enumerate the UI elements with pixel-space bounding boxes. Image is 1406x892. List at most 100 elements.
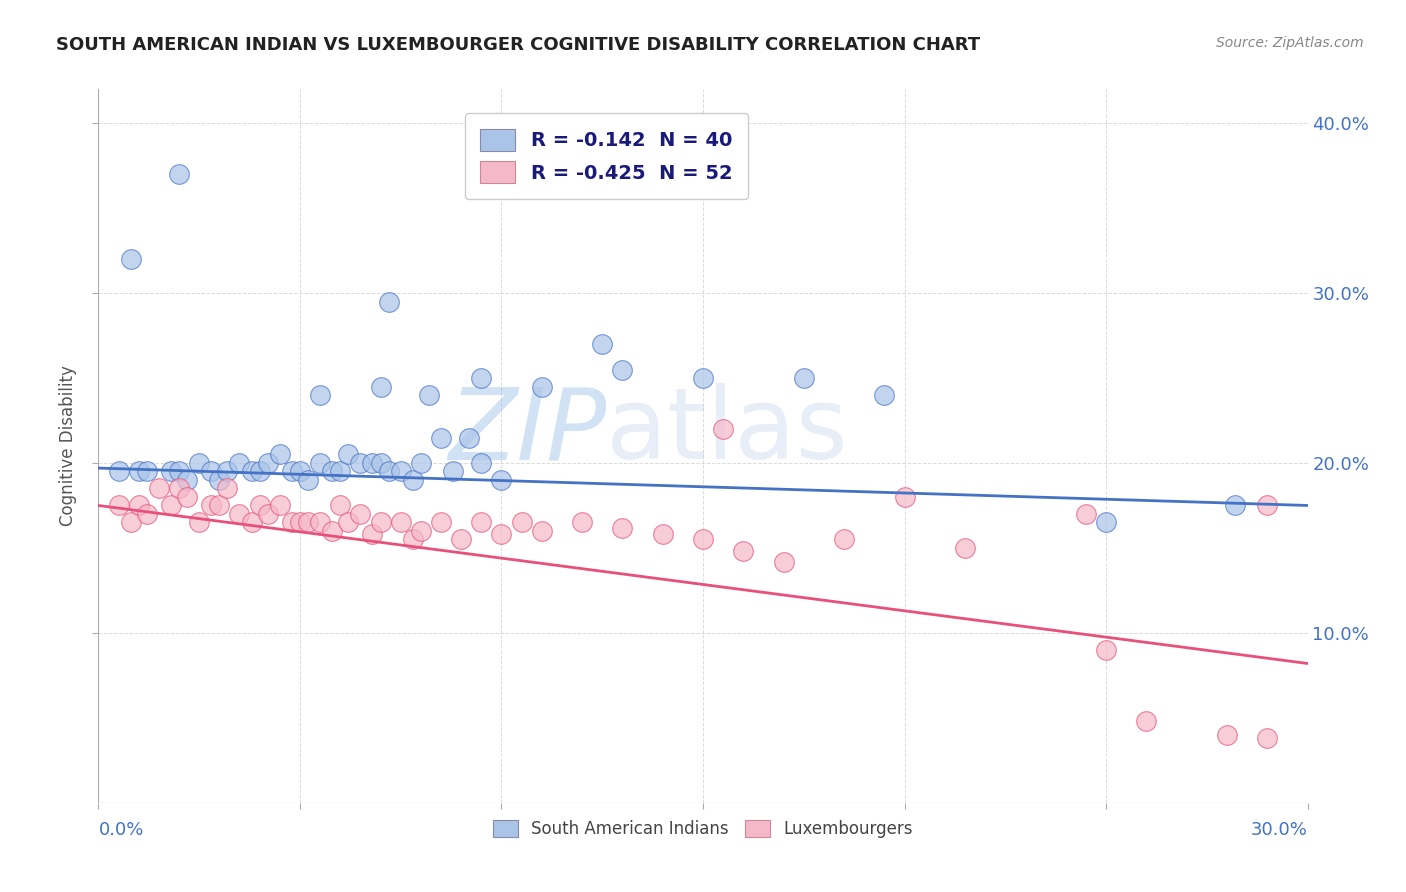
Point [349, 507, 371, 521]
Point [612, 362, 634, 376]
Point [491, 473, 513, 487]
Point [377, 465, 399, 479]
Point [200, 465, 222, 479]
Point [1256, 731, 1278, 746]
Point [651, 527, 673, 541]
Point [772, 555, 794, 569]
Point [128, 465, 150, 479]
Point [612, 520, 634, 534]
Point [793, 371, 815, 385]
Point [135, 465, 157, 479]
Point [228, 507, 250, 521]
Point [337, 516, 360, 530]
Point [418, 388, 440, 402]
Y-axis label: Cognitive Disability: Cognitive Disability [59, 366, 77, 526]
Point [217, 482, 239, 496]
Point [321, 465, 343, 479]
Point [288, 516, 311, 530]
Point [402, 473, 425, 487]
Text: Source: ZipAtlas.com: Source: ZipAtlas.com [1216, 36, 1364, 50]
Point [458, 430, 481, 444]
Point [1095, 516, 1118, 530]
Point [256, 507, 278, 521]
Point [1216, 728, 1239, 742]
Point [361, 456, 384, 470]
Point [309, 388, 332, 402]
Point [1074, 507, 1097, 521]
Point [176, 473, 198, 487]
Point [297, 516, 319, 530]
Point [329, 499, 352, 513]
Point [430, 430, 453, 444]
Point [441, 465, 464, 479]
Point [470, 371, 492, 385]
Point [309, 516, 332, 530]
Point [337, 448, 360, 462]
Legend: South American Indians, Luxembourgers: South American Indians, Luxembourgers [486, 813, 920, 845]
Point [1095, 643, 1118, 657]
Text: 0.0%: 0.0% [98, 821, 143, 838]
Point [200, 499, 222, 513]
Point [873, 388, 896, 402]
Point [120, 516, 142, 530]
Text: ZIP: ZIP [449, 384, 606, 480]
Point [167, 465, 190, 479]
Point [217, 465, 239, 479]
Point [470, 516, 492, 530]
Point [389, 465, 412, 479]
Text: 30.0%: 30.0% [1251, 821, 1308, 838]
Point [188, 516, 211, 530]
Point [409, 524, 432, 538]
Point [591, 337, 613, 351]
Point [288, 465, 311, 479]
Point [430, 516, 453, 530]
Point [107, 499, 129, 513]
Point [256, 456, 278, 470]
Point [321, 524, 343, 538]
Point [249, 465, 271, 479]
Point [281, 516, 304, 530]
Point [361, 527, 384, 541]
Point [370, 456, 392, 470]
Point [491, 527, 513, 541]
Point [167, 167, 190, 181]
Point [148, 482, 170, 496]
Point [530, 379, 553, 393]
Point [832, 533, 855, 547]
Point [953, 541, 976, 555]
Point [329, 465, 352, 479]
Point [160, 465, 183, 479]
Point [571, 516, 593, 530]
Point [188, 456, 211, 470]
Point [208, 499, 231, 513]
Point [370, 516, 392, 530]
Point [1135, 714, 1157, 729]
Text: SOUTH AMERICAN INDIAN VS LUXEMBOURGER COGNITIVE DISABILITY CORRELATION CHART: SOUTH AMERICAN INDIAN VS LUXEMBOURGER CO… [56, 36, 980, 54]
Point [309, 456, 332, 470]
Point [176, 490, 198, 504]
Point [269, 499, 291, 513]
Point [1256, 499, 1278, 513]
Point [249, 499, 271, 513]
Point [128, 499, 150, 513]
Point [228, 456, 250, 470]
Point [409, 456, 432, 470]
Point [135, 507, 157, 521]
Point [281, 465, 304, 479]
Point [208, 473, 231, 487]
Text: atlas: atlas [606, 384, 848, 480]
Point [160, 499, 183, 513]
Point [692, 533, 714, 547]
Point [120, 252, 142, 266]
Point [107, 465, 129, 479]
Point [370, 379, 392, 393]
Point [510, 516, 533, 530]
Point [530, 524, 553, 538]
Point [1223, 499, 1246, 513]
Point [450, 533, 472, 547]
Point [692, 371, 714, 385]
Point [389, 516, 412, 530]
Point [377, 294, 399, 309]
Point [402, 533, 425, 547]
Point [269, 448, 291, 462]
